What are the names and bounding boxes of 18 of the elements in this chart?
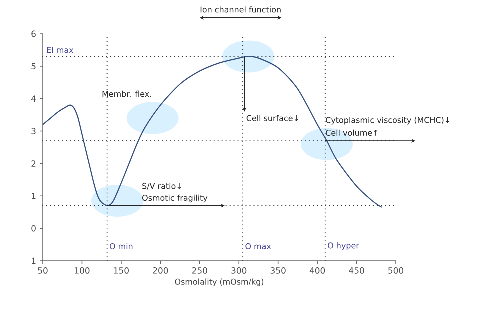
x-tick-label: 300	[232, 268, 247, 274]
y-tick-label: 1	[32, 193, 36, 200]
x-tick-label: 150	[114, 268, 129, 274]
x-tick-label: 200	[153, 268, 168, 274]
x-tick-label: 450	[349, 268, 364, 274]
x-tick-label: 500	[388, 268, 404, 274]
y-tick-label: 1	[32, 258, 36, 264]
y-tick-label: 5	[32, 63, 36, 70]
y-tick-label: 0	[32, 225, 36, 232]
y-tick-label: 4	[32, 96, 36, 102]
x-tick-label: 50	[38, 268, 48, 274]
x-tick-label: 400	[310, 268, 326, 274]
x-tick-label: 250	[192, 268, 208, 274]
y-tick-label: 2	[32, 160, 36, 167]
x-tick-label: 100	[75, 268, 90, 274]
x-tick-label: 350	[270, 268, 286, 274]
y-tick-label: 3	[32, 128, 36, 134]
y-tick-label: 6	[32, 30, 36, 38]
